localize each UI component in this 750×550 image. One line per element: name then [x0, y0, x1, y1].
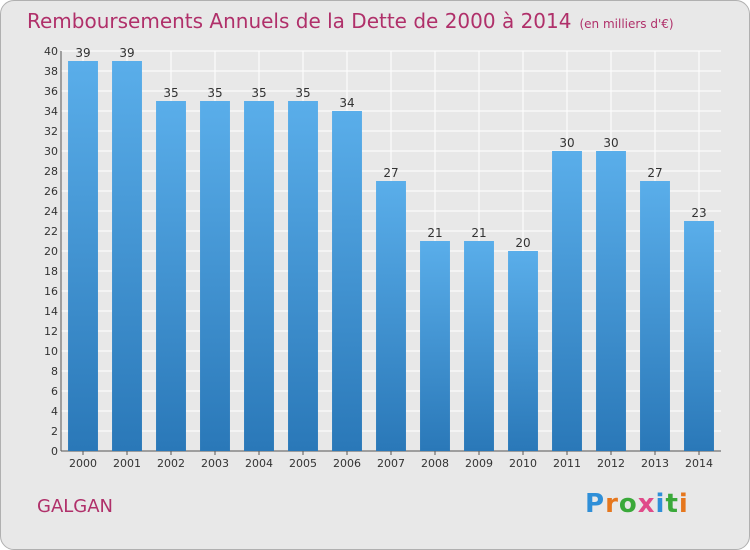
chart-title-text: Remboursements Annuels de la Dette de 20…	[27, 9, 572, 33]
x-tick-label: 2010	[509, 457, 537, 470]
bar-value-label: 27	[647, 166, 662, 180]
logo-letter: i	[678, 489, 689, 519]
bar	[112, 61, 142, 451]
y-tick-label: 22	[44, 225, 58, 238]
bar	[596, 151, 626, 451]
bar	[68, 61, 98, 451]
x-tick-label: 2011	[553, 457, 581, 470]
y-tick-label: 18	[44, 265, 58, 278]
y-tick-label: 30	[44, 145, 58, 158]
x-tick-label: 2002	[157, 457, 185, 470]
bar-value-label: 39	[119, 46, 134, 60]
y-tick-label: 2	[51, 425, 58, 438]
logo-letter: x	[637, 489, 656, 519]
y-tick-label: 36	[44, 85, 58, 98]
y-tick-label: 0	[51, 445, 58, 458]
x-tick-label: 2000	[69, 457, 97, 470]
x-tick-label: 2009	[465, 457, 493, 470]
y-tick-label: 38	[44, 65, 58, 78]
chart-title: Remboursements Annuels de la Dette de 20…	[27, 9, 674, 33]
bar	[244, 101, 274, 451]
bar-value-label: 35	[295, 86, 310, 100]
y-tick-label: 6	[51, 385, 58, 398]
bar-value-label: 23	[691, 206, 706, 220]
bar	[420, 241, 450, 451]
bar-value-label: 35	[163, 86, 178, 100]
logo-letter: i	[655, 489, 666, 519]
bar-value-label: 30	[603, 136, 618, 150]
x-tick-label: 2013	[641, 457, 669, 470]
town-name: GALGAN	[37, 496, 114, 517]
y-tick-label: 26	[44, 185, 58, 198]
x-tick-label: 2005	[289, 457, 317, 470]
bar	[508, 251, 538, 451]
y-tick-label: 8	[51, 365, 58, 378]
bar-value-label: 34	[339, 96, 354, 110]
bar	[640, 181, 670, 451]
y-tick-label: 14	[44, 305, 58, 318]
bar	[156, 101, 186, 451]
x-tick-label: 2006	[333, 457, 361, 470]
bar-value-label: 35	[207, 86, 222, 100]
x-tick-label: 2003	[201, 457, 229, 470]
y-tick-label: 28	[44, 165, 58, 178]
bar-value-label: 35	[251, 86, 266, 100]
bar-value-label: 27	[383, 166, 398, 180]
y-tick-label: 40	[44, 45, 58, 58]
bar	[332, 111, 362, 451]
y-tick-label: 12	[44, 325, 58, 338]
x-tick-label: 2008	[421, 457, 449, 470]
bar	[464, 241, 494, 451]
bar-value-label: 21	[427, 226, 442, 240]
x-tick-label: 2007	[377, 457, 405, 470]
y-tick-label: 16	[44, 285, 58, 298]
y-tick-label: 20	[44, 245, 58, 258]
y-tick-label: 32	[44, 125, 58, 138]
bar-value-label: 39	[75, 46, 90, 60]
bar-value-label: 30	[559, 136, 574, 150]
logo-letter: P	[585, 489, 606, 519]
logo-letter: o	[618, 489, 638, 519]
y-tick-label: 4	[51, 405, 58, 418]
bar	[376, 181, 406, 451]
chart-subtitle: (en milliers d'€)	[579, 17, 674, 31]
logo-letter: r	[605, 489, 619, 519]
bar-value-label: 21	[471, 226, 486, 240]
x-tick-label: 2001	[113, 457, 141, 470]
bar	[684, 221, 714, 451]
y-tick-label: 24	[44, 205, 58, 218]
bar	[288, 101, 318, 451]
proxiti-logo: Proxiti	[585, 489, 689, 519]
bar	[200, 101, 230, 451]
x-tick-label: 2012	[597, 457, 625, 470]
x-tick-label: 2004	[245, 457, 273, 470]
bar-value-label: 20	[515, 236, 530, 250]
logo-letter: t	[665, 489, 679, 519]
x-tick-label: 2014	[685, 457, 713, 470]
bar	[552, 151, 582, 451]
y-tick-label: 10	[44, 345, 58, 358]
y-tick-label: 34	[44, 105, 58, 118]
